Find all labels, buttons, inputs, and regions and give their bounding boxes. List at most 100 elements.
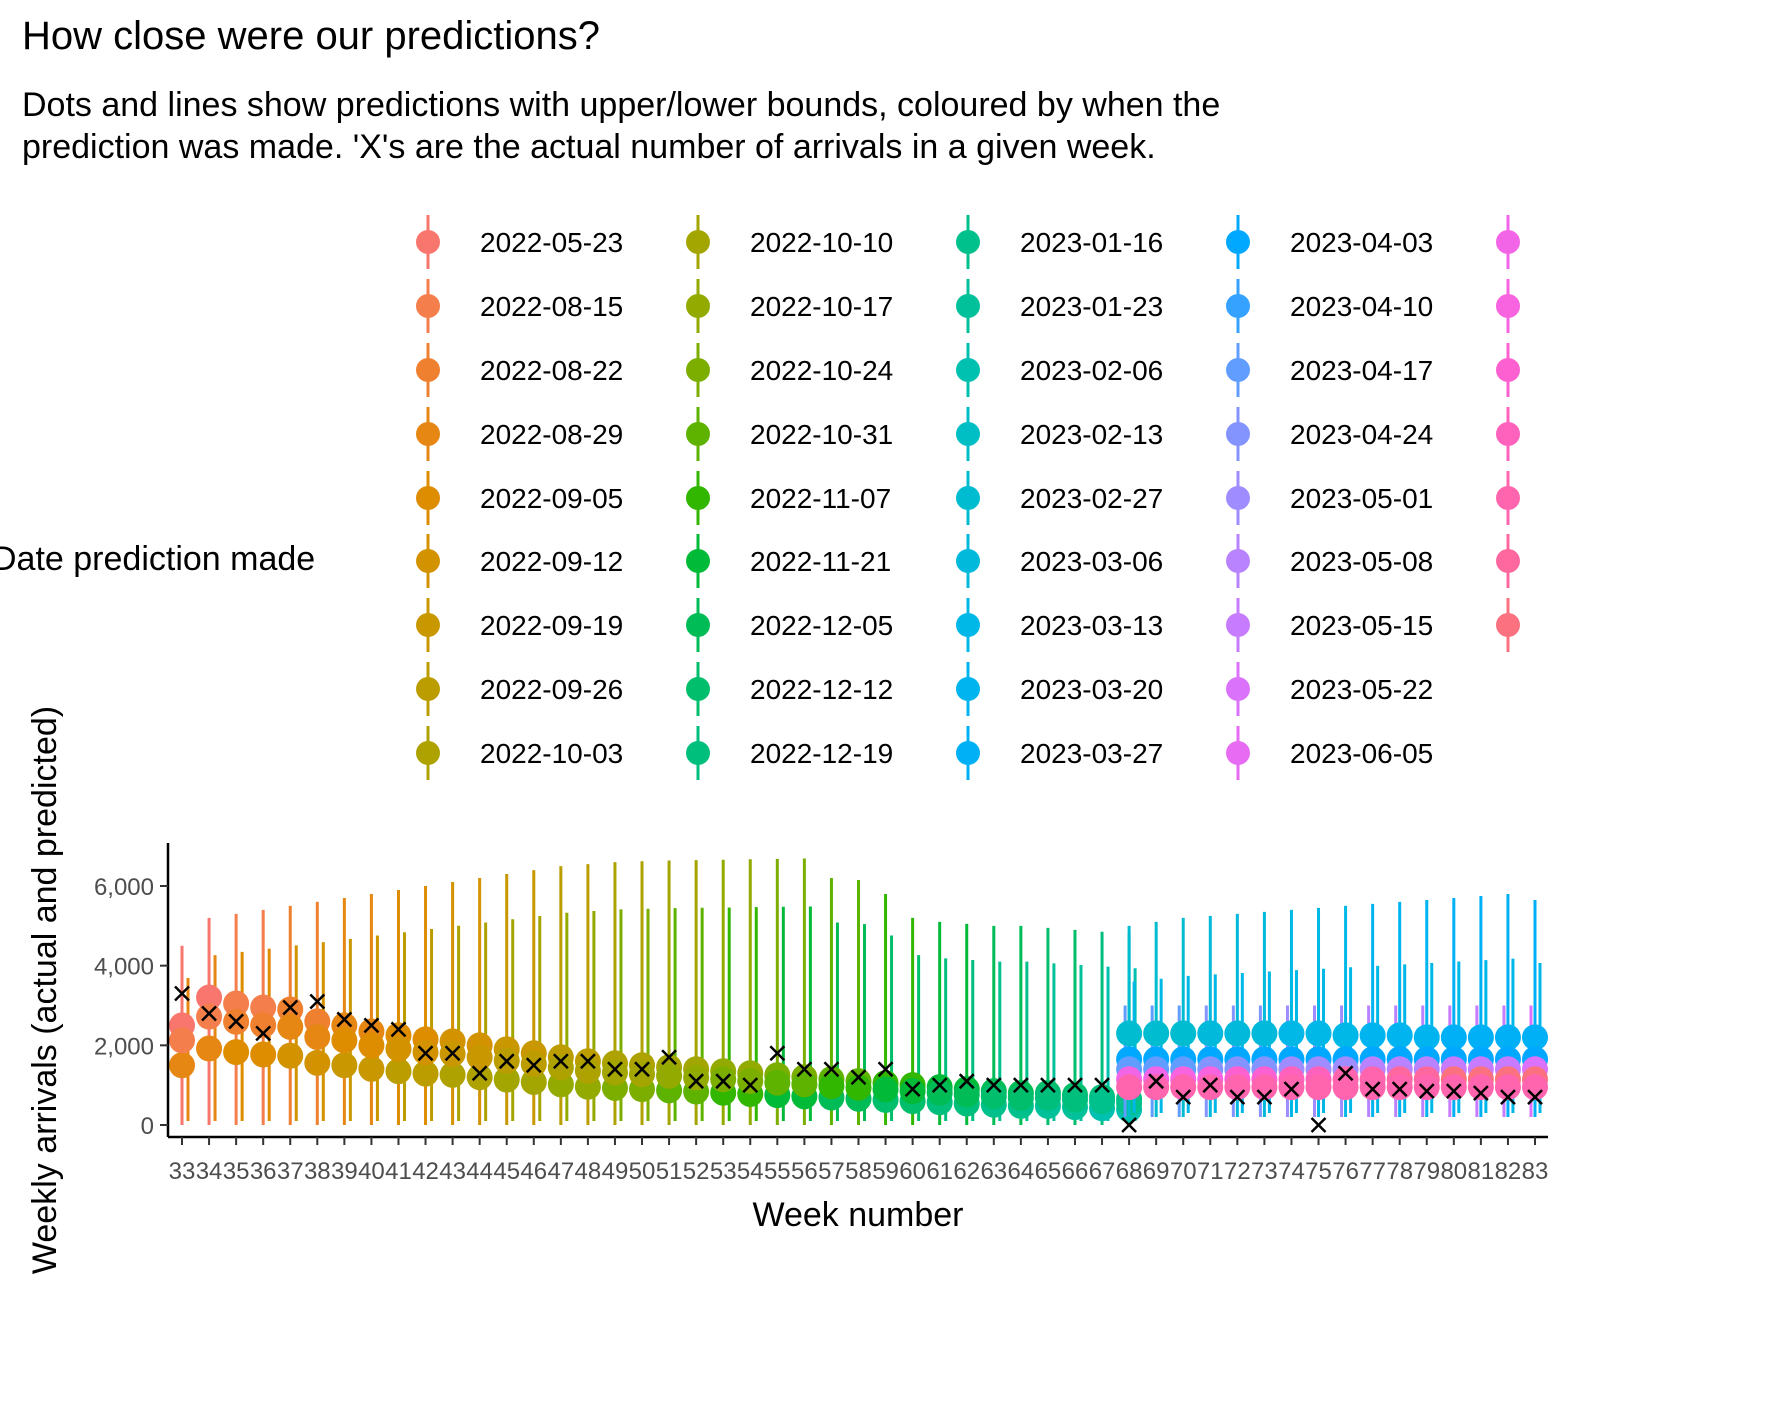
x-tick-label: 76 xyxy=(1332,1158,1359,1185)
legend-item: 2023-05-22 xyxy=(1226,662,1433,716)
prediction-point xyxy=(304,1049,331,1076)
legend-label: 2022-11-21 xyxy=(750,546,891,577)
actual-arrivals-marker xyxy=(498,1053,515,1070)
legend-label: 2023-05-08 xyxy=(1290,546,1433,577)
legend-key-dot xyxy=(1226,677,1250,701)
legend-label: 2023-03-06 xyxy=(1020,546,1163,577)
legend-key-dot xyxy=(686,613,710,637)
actual-arrivals-marker xyxy=(417,1045,434,1062)
legend-label: 2022-10-24 xyxy=(750,355,893,386)
prediction-point xyxy=(845,1074,872,1101)
legend-key-dot xyxy=(686,677,710,701)
actual-x-stroke xyxy=(1121,1117,1137,1133)
x-tick-label: 55 xyxy=(764,1158,791,1185)
legend-key-dot xyxy=(1496,230,1520,254)
prediction-point xyxy=(656,1062,683,1089)
actual-arrivals-marker xyxy=(1067,1077,1083,1094)
x-tick-label: 71 xyxy=(1197,1158,1224,1185)
prediction-point xyxy=(304,1023,331,1050)
legend-label: 2023-04-10 xyxy=(1290,291,1433,322)
prediction-point xyxy=(1197,1074,1224,1101)
actual-x-stroke xyxy=(228,1013,245,1030)
actual-x-stroke xyxy=(1012,1077,1029,1094)
actual-arrivals-marker xyxy=(634,1061,650,1078)
x-tick-label: 82 xyxy=(1495,1158,1522,1185)
x-tick-label: 80 xyxy=(1440,1158,1467,1185)
y-tick-label: 0 xyxy=(141,1113,154,1140)
legend-item: 2022-08-22 xyxy=(416,343,623,397)
x-tick-label: 54 xyxy=(737,1158,764,1185)
legend-item: 2023-04-03 xyxy=(1226,215,1433,269)
prediction-point xyxy=(710,1066,737,1093)
actual-arrivals-marker xyxy=(1012,1077,1029,1094)
actual-arrivals-marker xyxy=(904,1081,921,1098)
legend-item: 2023-03-13 xyxy=(956,598,1163,652)
actual-arrivals-marker xyxy=(552,1053,569,1070)
prediction-point xyxy=(1197,1020,1224,1047)
prediction-point xyxy=(520,1068,547,1095)
x-tick-label: 46 xyxy=(520,1158,547,1185)
legend-item: 2022-11-21 xyxy=(686,534,891,588)
legend-label: 2022-11-07 xyxy=(750,483,891,514)
legend-label: 2023-01-23 xyxy=(1020,291,1163,322)
legend-key-dot xyxy=(686,486,710,510)
actual-x-stroke xyxy=(201,1005,217,1022)
actual-x-stroke xyxy=(742,1077,759,1094)
prediction-point xyxy=(412,1060,439,1087)
legend-label: 2022-05-23 xyxy=(480,227,623,258)
x-tick-label: 39 xyxy=(331,1158,358,1185)
x-axis-title: Week number xyxy=(752,1196,963,1234)
legend-item: 2022-10-10 xyxy=(686,215,893,269)
prediction-point xyxy=(1413,1074,1440,1101)
x-tick-label: 69 xyxy=(1143,1158,1170,1185)
legend-item xyxy=(1496,407,1520,461)
prediction-point xyxy=(277,1042,304,1069)
prediction-point xyxy=(1170,1074,1197,1101)
prediction-point xyxy=(385,1035,412,1062)
prediction-point xyxy=(1440,1074,1467,1101)
legend-item: 2023-02-13 xyxy=(956,407,1163,461)
x-tick-label: 77 xyxy=(1359,1158,1386,1185)
legend-key-dot xyxy=(416,358,440,382)
prediction-point xyxy=(1143,1020,1170,1047)
legend-label: 2022-12-19 xyxy=(750,738,893,769)
legend-label: 2022-10-17 xyxy=(750,291,893,322)
legend-key-dot xyxy=(1496,294,1520,318)
actual-arrivals-marker xyxy=(255,1025,272,1042)
x-tick-label: 48 xyxy=(575,1158,602,1185)
legend-key-dot xyxy=(686,230,710,254)
legend-label: 2023-03-27 xyxy=(1020,738,1163,769)
legend-key-dot xyxy=(1496,422,1520,446)
actual-x-stroke xyxy=(1094,1077,1110,1094)
x-tick-label: 75 xyxy=(1305,1158,1332,1185)
actual-x-stroke xyxy=(580,1053,596,1070)
prediction-point xyxy=(1089,1088,1116,1115)
actual-arrivals-marker xyxy=(1202,1077,1219,1094)
prediction-point xyxy=(1332,1022,1359,1049)
actual-x-stroke xyxy=(498,1053,515,1070)
legend-item xyxy=(1496,215,1520,269)
prediction-point xyxy=(1522,1074,1548,1101)
actual-arrivals-marker xyxy=(363,1017,380,1034)
actual-arrivals-marker xyxy=(228,1013,245,1030)
prediction-point xyxy=(1359,1074,1386,1101)
legend-label: 2023-04-24 xyxy=(1290,419,1433,450)
legend-label: 2022-08-15 xyxy=(480,291,623,322)
x-tick-label: 57 xyxy=(818,1158,845,1185)
actual-arrivals-marker xyxy=(1391,1081,1408,1098)
legend-item: 2023-01-23 xyxy=(956,279,1163,333)
prediction-point xyxy=(1305,1020,1332,1047)
prediction-point xyxy=(926,1079,953,1106)
actual-arrivals-marker xyxy=(1527,1089,1543,1106)
actual-arrivals-marker xyxy=(444,1045,461,1062)
legend-item: 2022-09-05 xyxy=(416,471,623,525)
legend-label: 2022-10-03 xyxy=(480,738,623,769)
actual-x-stroke xyxy=(823,1061,840,1078)
actual-arrivals-marker xyxy=(471,1065,488,1082)
actual-x-stroke xyxy=(661,1049,677,1066)
prediction-point xyxy=(953,1081,980,1108)
prediction-point xyxy=(1034,1084,1061,1111)
actual-arrivals-marker xyxy=(607,1061,623,1078)
prediction-point xyxy=(791,1071,818,1098)
x-tick-label: 70 xyxy=(1170,1158,1197,1185)
